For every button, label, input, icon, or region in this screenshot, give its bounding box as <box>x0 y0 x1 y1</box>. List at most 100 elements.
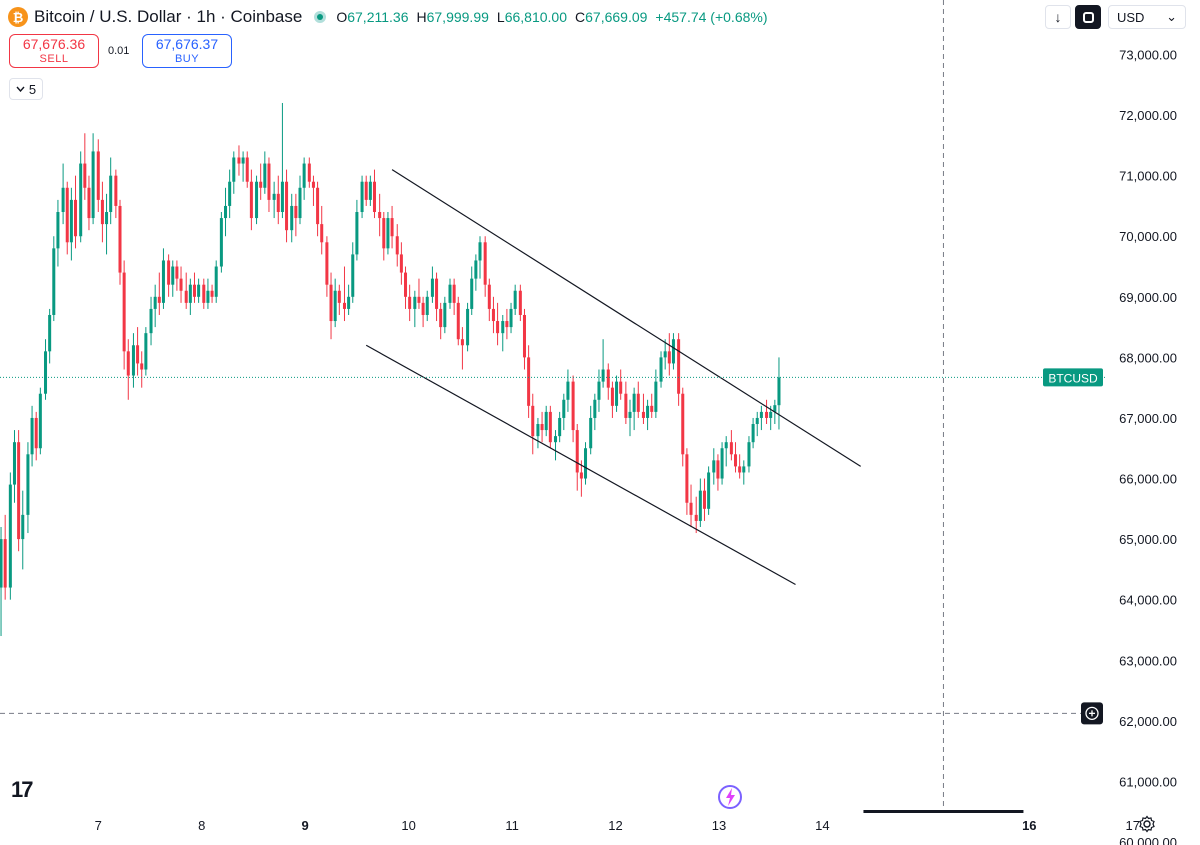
channel-upper-trendline[interactable] <box>391 169 862 467</box>
candle-body <box>606 369 610 388</box>
candle-body <box>122 272 126 352</box>
y-tick-label: 65,000.00 <box>1119 532 1177 547</box>
candle-body <box>698 490 702 521</box>
candle-body <box>677 339 681 394</box>
candle-body <box>773 405 777 412</box>
price-axis[interactable] <box>1105 0 1200 845</box>
ohlc-low: L66,810.00 <box>496 9 567 25</box>
candle-body <box>26 454 30 515</box>
gear-icon[interactable] <box>1138 815 1156 833</box>
candle-body <box>48 314 52 352</box>
candle-body <box>105 212 109 225</box>
candle-body <box>632 393 636 412</box>
candle-body <box>531 405 535 437</box>
symbol-tag-label: BTCUSD <box>1048 371 1098 385</box>
candle-body <box>589 417 593 449</box>
candle-body <box>255 181 259 219</box>
candle-body <box>707 472 711 509</box>
candle-body <box>114 175 118 206</box>
fullscreen-button[interactable] <box>1075 5 1101 29</box>
candle-body <box>544 411 548 431</box>
buy-button[interactable]: 67,676.37 BUY <box>142 34 232 68</box>
y-tick-label: 62,000.00 <box>1119 714 1177 729</box>
x-tick-label: 17 <box>1126 818 1140 833</box>
candle-body <box>30 417 34 455</box>
candle-body <box>601 369 605 382</box>
plus-circle-icon <box>1085 706 1099 720</box>
candle-body <box>382 218 386 249</box>
x-tick-label: 14 <box>815 818 829 833</box>
candle-body <box>153 296 157 309</box>
candle-body <box>408 296 412 309</box>
y-tick-label: 67,000.00 <box>1119 411 1177 426</box>
ohlc-change: +457.74 (+0.68%) <box>655 9 768 25</box>
y-tick-label: 73,000.00 <box>1119 48 1177 63</box>
candle-body <box>267 163 271 200</box>
candle-body <box>751 424 755 443</box>
y-tick-label: 72,000.00 <box>1119 108 1177 123</box>
y-tick-label: 61,000.00 <box>1119 774 1177 789</box>
candle-body <box>712 460 716 473</box>
candle-body <box>320 224 324 243</box>
candle-body <box>667 351 671 364</box>
candle-body <box>765 411 769 418</box>
candle-body <box>241 157 245 164</box>
candle-body <box>448 284 452 303</box>
candle-body <box>417 296 421 303</box>
candle-body <box>720 448 724 479</box>
symbol-title[interactable]: Bitcoin / U.S. Dollar · 1h · Coinbase <box>34 7 303 26</box>
sell-price: 67,676.36 <box>22 36 86 52</box>
candle-body <box>342 302 346 309</box>
candle-body <box>483 242 487 285</box>
candle-body <box>144 333 148 370</box>
candle-body <box>131 345 135 376</box>
candle-body <box>249 181 253 219</box>
candle-body <box>624 393 628 418</box>
scroll-to-latest-button[interactable]: ↓ <box>1045 5 1071 29</box>
candle-body <box>69 199 73 243</box>
candle-body <box>364 181 368 200</box>
channel-lower-trendline[interactable] <box>365 344 796 586</box>
candle-body <box>272 193 276 200</box>
candle-body <box>325 242 329 285</box>
candle-body <box>311 181 315 188</box>
chevron-down-icon: ⌄ <box>1166 9 1177 24</box>
ohlc-readout: O67,211.36 H67,999.99 L66,810.00 C67,669… <box>336 9 767 25</box>
candle-body <box>237 157 241 164</box>
candle-body <box>597 381 601 400</box>
candle-body <box>347 296 351 309</box>
sell-button[interactable]: 67,676.36 SELL <box>9 34 99 68</box>
candle-body <box>378 212 382 219</box>
candle-body <box>536 424 540 437</box>
candle-body <box>562 399 566 418</box>
candle-body <box>694 514 698 521</box>
candle-body <box>126 351 130 376</box>
currency-select[interactable]: USD ⌄ <box>1108 5 1186 29</box>
symbol-header: ₿ Bitcoin / U.S. Dollar · 1h · Coinbase … <box>8 4 768 30</box>
candle-body <box>689 502 693 515</box>
candle-body <box>368 181 372 200</box>
candle-body <box>118 205 122 273</box>
assistant-spark-icon[interactable] <box>716 783 744 811</box>
x-tick-label: 10 <box>401 818 415 833</box>
x-tick-label: 11 <box>505 818 519 833</box>
x-tick-label: 8 <box>198 818 205 833</box>
candle-body <box>734 454 738 467</box>
candle-body <box>724 442 728 449</box>
candle-body <box>513 290 517 309</box>
candle-body <box>628 411 632 418</box>
candle-body <box>505 321 509 328</box>
candle-body <box>21 514 25 540</box>
candle-body <box>491 308 495 322</box>
y-tick-label: 60,000.00 <box>1119 835 1177 845</box>
candle-body <box>729 442 733 455</box>
time-axis[interactable] <box>0 813 1200 845</box>
indicators-collapse-button[interactable]: 5 <box>9 78 43 100</box>
candle-body <box>527 357 531 406</box>
tradingview-logo-icon[interactable]: 17 <box>11 777 34 802</box>
candle-body <box>276 193 280 213</box>
candle-body <box>109 175 113 213</box>
candle-body <box>571 381 575 431</box>
candle-body <box>470 278 474 309</box>
